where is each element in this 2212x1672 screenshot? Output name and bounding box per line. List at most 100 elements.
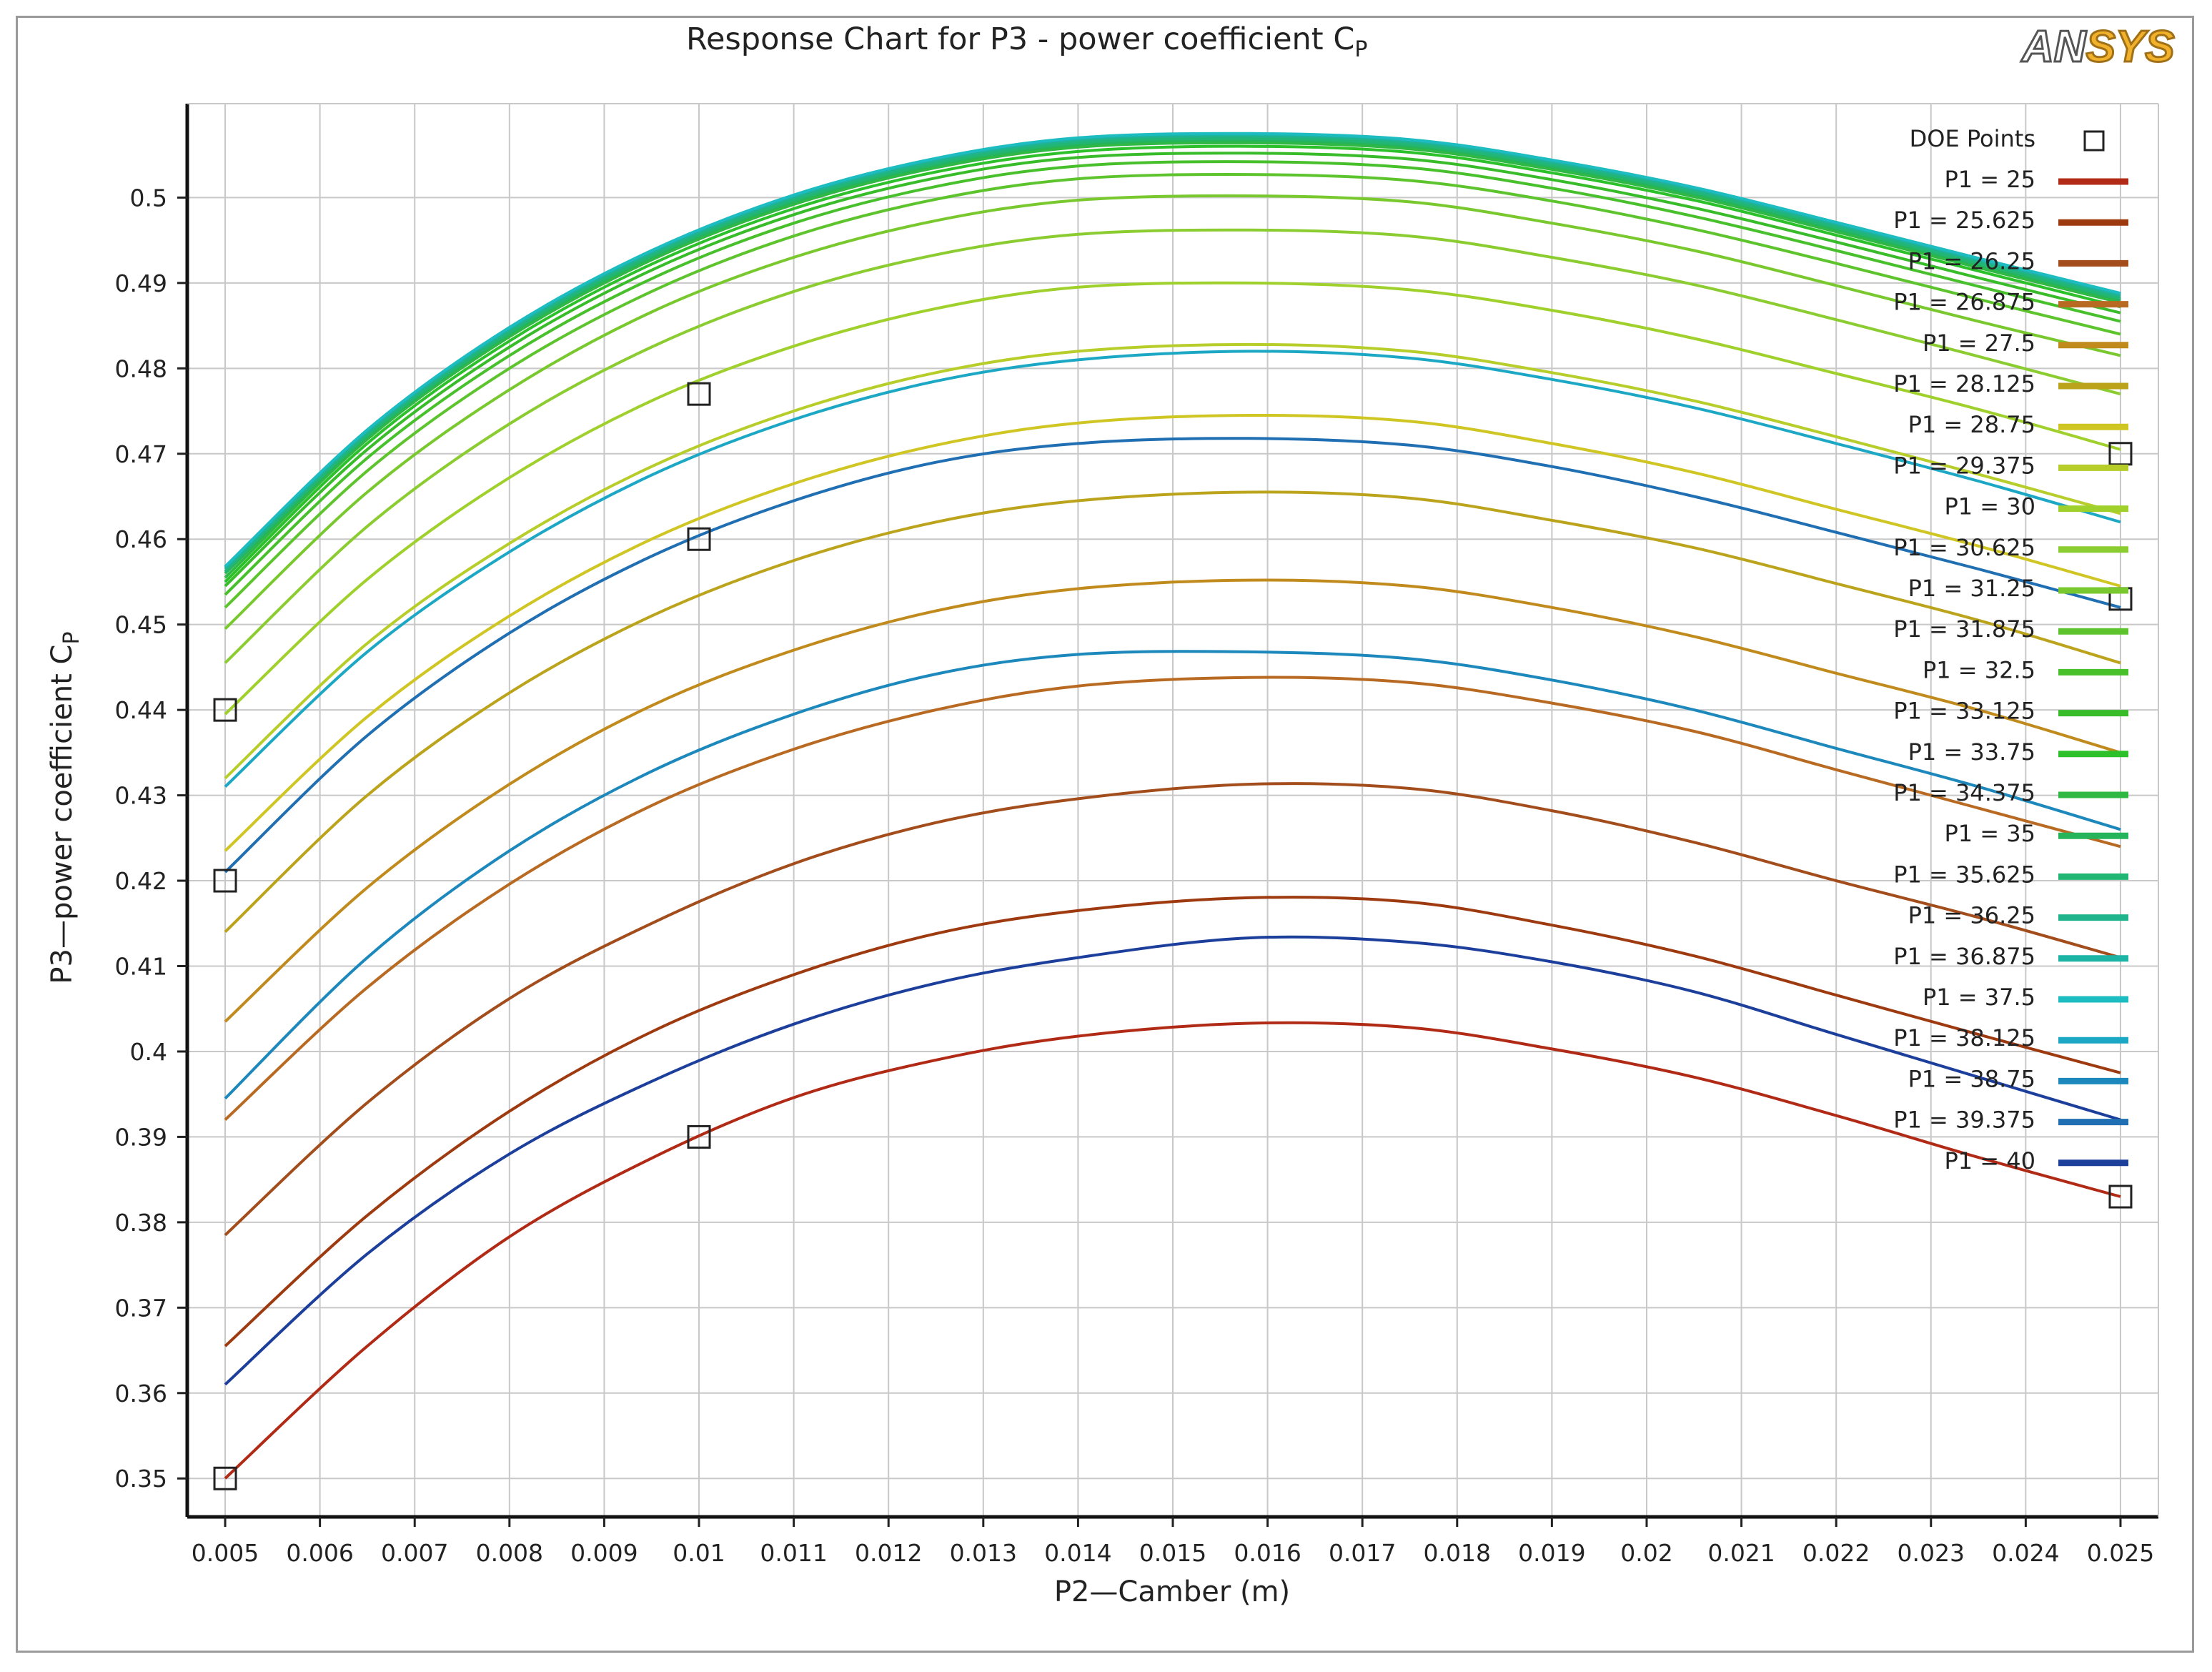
x-tick-label: 0.024	[1992, 1539, 2059, 1567]
x-tick-label: 0.01	[673, 1539, 725, 1567]
x-tick-label: 0.023	[1898, 1539, 1965, 1567]
y-tick-label: 0.49	[115, 269, 167, 297]
x-tick-label: 0.019	[1518, 1539, 1585, 1567]
y-axis-label: P3—power coefficient CP	[46, 631, 84, 984]
legend-label: P1 = 31.25	[1908, 575, 2035, 602]
x-tick-label: 0.021	[1707, 1539, 1775, 1567]
logo-an: AN	[2020, 22, 2087, 71]
doe-point	[687, 1124, 711, 1149]
series-line	[224, 413, 2121, 852]
series-line	[224, 173, 2121, 609]
y-tick-label: 0.38	[115, 1209, 167, 1237]
legend-label: P1 = 34.375	[1893, 779, 2035, 806]
series-line	[224, 228, 2121, 664]
legend-label: P1 = 25	[1944, 166, 2035, 193]
legend-label: P1 = 27.5	[1923, 330, 2035, 357]
legend-label: P1 = 36.875	[1893, 943, 2035, 970]
ansys-logo: ANSYS	[2020, 21, 2176, 73]
series-line	[224, 490, 2121, 934]
series-line	[224, 782, 2121, 1237]
x-tick-label: 0.006	[286, 1539, 353, 1567]
doe-point	[2108, 442, 2133, 466]
chart-title-text: Response Chart for P3 - power coefficien…	[686, 21, 1355, 57]
series-line	[224, 676, 2121, 1121]
x-tick-label: 0.025	[2087, 1539, 2154, 1567]
y-tick-label: 0.39	[115, 1123, 167, 1151]
svg-text:ANSYS: ANSYS	[2020, 22, 2175, 71]
y-tick-label: 0.41	[115, 953, 167, 981]
series-line	[224, 137, 2121, 573]
legend-doe-marker	[2083, 130, 2105, 152]
legend-label: P1 = 36.25	[1908, 902, 2035, 929]
series-line	[224, 650, 2121, 1100]
series-layer	[224, 132, 2121, 1480]
chart-title: Response Chart for P3 - power coefficien…	[686, 21, 1367, 62]
doe-point	[687, 382, 711, 406]
doe-point	[2108, 1184, 2133, 1209]
legend-doe-label: DOE Points	[1910, 125, 2035, 152]
legend-label: P1 = 28.75	[1908, 411, 2035, 438]
y-tick-label: 0.48	[115, 355, 167, 382]
y-tick-label: 0.47	[115, 440, 167, 468]
y-tick-label: 0.42	[115, 867, 167, 895]
series-line	[224, 896, 2121, 1347]
doe-layer	[213, 382, 2133, 1490]
legend-label: P1 = 31.875	[1893, 615, 2035, 643]
doe-point	[687, 527, 711, 551]
y-tick-label: 0.45	[115, 611, 167, 639]
legend-label: P1 = 38.125	[1893, 1024, 2035, 1052]
legend-label: P1 = 29.375	[1893, 452, 2035, 479]
grid	[187, 104, 2158, 1517]
legend-label: P1 = 35	[1944, 820, 2035, 847]
legend-label: P1 = 37.5	[1923, 984, 2035, 1011]
x-tick-label: 0.005	[192, 1539, 259, 1567]
legend-label: P1 = 33.125	[1893, 698, 2035, 725]
x-tick-label: 0.011	[760, 1539, 827, 1567]
x-tick-label: 0.008	[476, 1539, 543, 1567]
legend: DOE Points P1 = 25 P1 = 25.625 P1 = 26.25 P1…	[1893, 125, 2128, 1174]
series-line	[224, 281, 2121, 716]
legend-label: P1 = 39.375	[1893, 1107, 2035, 1134]
legend-label: P1 = 26.25	[1908, 247, 2035, 274]
legend-label: P1 = 28.125	[1893, 370, 2035, 397]
series-line	[224, 132, 2121, 568]
series-line	[224, 935, 2121, 1386]
y-axis-label-text: P3—power coefficient C	[46, 645, 79, 984]
series-line	[224, 578, 2121, 1023]
x-tick-label: 0.017	[1329, 1539, 1396, 1567]
x-tick-label: 0.012	[855, 1539, 922, 1567]
y-tick-label: 0.4	[130, 1038, 167, 1066]
legend-label: P1 = 25.625	[1893, 207, 2035, 234]
x-tick-label: 0.007	[381, 1539, 448, 1567]
doe-point	[213, 698, 237, 722]
ticks: 0.005 0.006 0.007 0.008 0.009 0.01 0.011 0.012 0…	[115, 184, 2155, 1567]
x-tick-label: 0.009	[570, 1539, 638, 1567]
doe-point	[213, 1466, 237, 1490]
x-tick-label: 0.013	[950, 1539, 1017, 1567]
series-line	[224, 160, 2121, 596]
y-tick-label: 0.5	[130, 184, 167, 212]
legend-label: P1 = 40	[1944, 1147, 2035, 1174]
legend-label: P1 = 35.625	[1893, 861, 2035, 888]
y-axis-label-subscript: P	[59, 631, 84, 644]
doe-point	[213, 869, 237, 893]
x-tick-label: 0.02	[1620, 1539, 1672, 1567]
y-tick-label: 0.43	[115, 782, 167, 810]
legend-label: P1 = 26.875	[1893, 289, 2035, 316]
x-tick-label: 0.018	[1424, 1539, 1491, 1567]
y-tick-label: 0.36	[115, 1380, 167, 1408]
x-tick-label: 0.016	[1234, 1539, 1301, 1567]
chart-title-subscript: P	[1354, 37, 1368, 62]
series-line	[224, 144, 2121, 583]
legend-label: P1 = 30.625	[1893, 534, 2035, 561]
x-axis-label: P2—Camber (m)	[1054, 1575, 1290, 1608]
legend-label: P1 = 32.5	[1923, 656, 2035, 683]
series-line	[224, 152, 2121, 588]
series-line	[224, 1021, 2121, 1480]
series-line	[224, 342, 2121, 780]
legend-label: P1 = 30	[1944, 493, 2035, 520]
series-line	[224, 350, 2121, 788]
logo-sys: SYS	[2086, 22, 2175, 71]
series-line	[224, 194, 2121, 630]
